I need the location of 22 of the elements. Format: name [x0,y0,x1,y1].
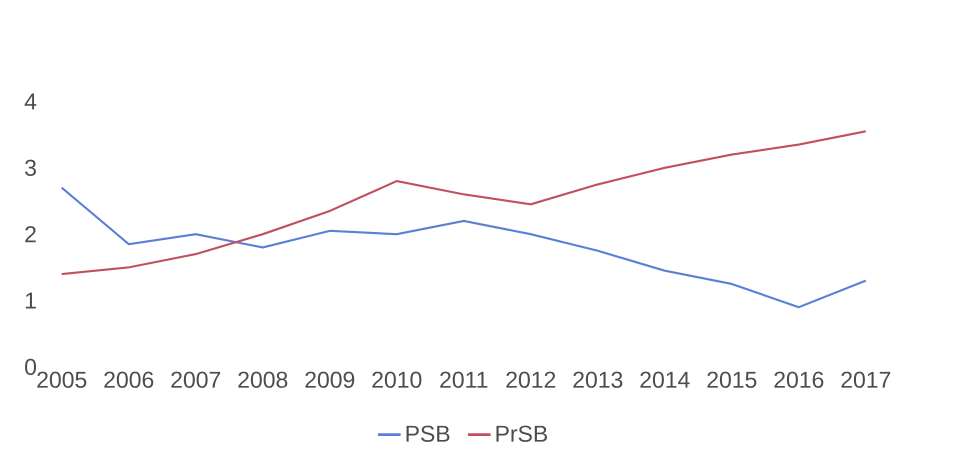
x-tick-label: 2010 [372,372,422,388]
x-tick-label: 2008 [238,372,288,388]
x-tick-label: 2014 [640,372,690,388]
legend-label: PSB [406,426,450,442]
x-tick-label: 2012 [506,372,556,388]
x-tick-label: 2017 [841,372,890,388]
x-tick-label: 2005 [37,372,86,388]
y-tick-label: 0 [25,358,36,376]
legend-label: PrSB [496,426,548,442]
line-series [60,130,867,276]
line-series [60,186,867,308]
x-tick-label: 2011 [440,372,488,388]
x-tick-label: 2006 [104,372,154,388]
y-tick-label: 3 [25,160,36,176]
y-tick-label: 4 [24,94,36,110]
x-tick-label: 2016 [774,372,824,388]
y-tick-label: 1 [26,292,36,308]
x-tick-label: 2015 [707,372,756,388]
x-tick-label: 2007 [171,372,220,388]
y-tick-label: 2 [25,226,36,242]
x-tick-label: 2009 [305,372,354,388]
x-tick-label: 2013 [573,372,622,388]
